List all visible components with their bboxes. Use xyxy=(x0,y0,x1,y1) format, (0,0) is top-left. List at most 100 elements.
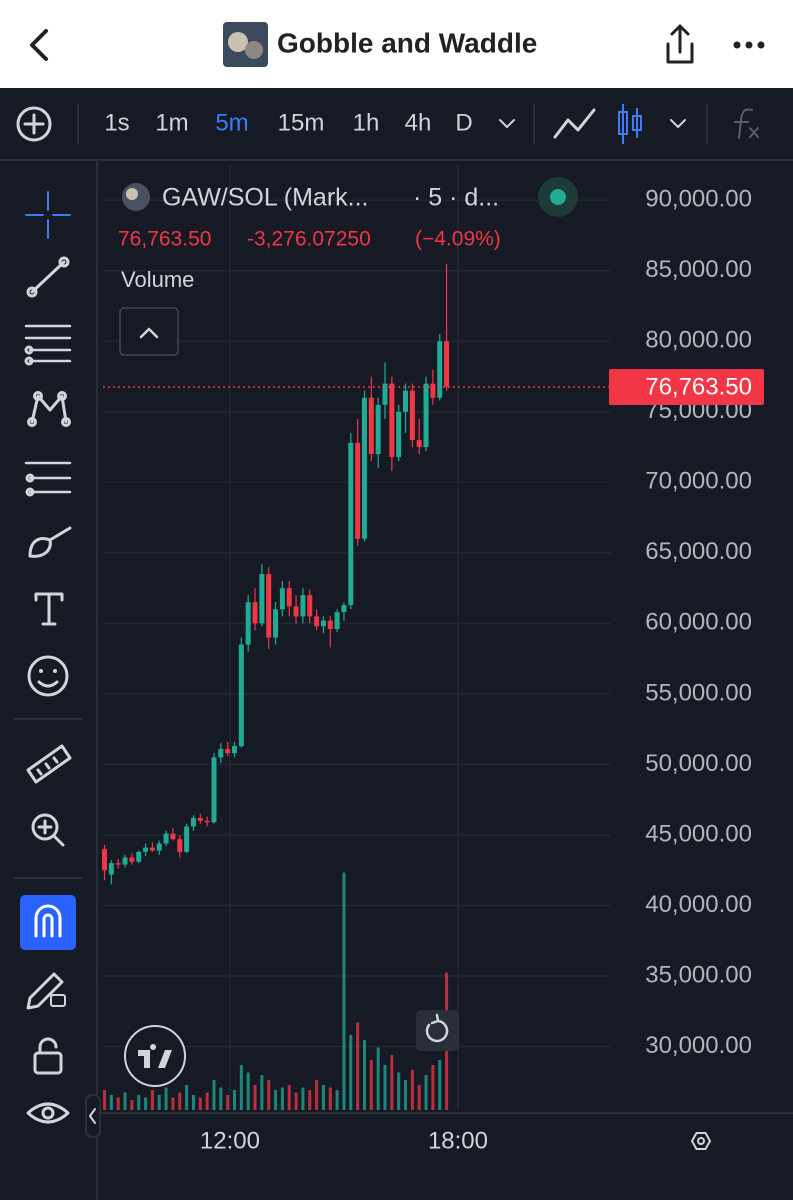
y-tick-label: 60,000.00 xyxy=(645,609,752,636)
volume-bar xyxy=(226,1095,230,1110)
volume-bar xyxy=(150,1090,154,1110)
volume-bar xyxy=(404,1080,408,1110)
icon-part xyxy=(57,391,67,401)
candle-body xyxy=(204,820,210,823)
collapse-button[interactable] xyxy=(119,307,179,356)
candle-body xyxy=(245,602,251,645)
candle-body xyxy=(177,839,183,852)
volume-bar xyxy=(246,1072,250,1110)
volume-bar xyxy=(219,1087,223,1110)
volume-bar xyxy=(438,1060,442,1110)
volume-bar xyxy=(356,1022,360,1110)
candle-body xyxy=(361,397,367,539)
timeframe-button[interactable]: 1m xyxy=(155,109,188,136)
timeframe-button[interactable]: 1h xyxy=(353,109,380,136)
icon-part xyxy=(37,680,59,688)
volume-bar xyxy=(137,1095,141,1110)
app-bar xyxy=(0,0,793,88)
icon-part xyxy=(25,487,35,497)
icon-part xyxy=(618,104,642,144)
candle-body xyxy=(232,746,238,754)
volume-bar xyxy=(267,1080,271,1110)
candle-body xyxy=(341,605,347,613)
icon-part: 30,000.00 35,000.00 40,000.00 45,000.00 50,0… xyxy=(102,165,764,1154)
icon-part xyxy=(31,813,59,841)
back-button[interactable] xyxy=(30,29,48,61)
axis-settings[interactable] xyxy=(691,1132,711,1150)
timeframe-button[interactable]: 5m xyxy=(215,109,248,136)
volume-bar xyxy=(390,1055,394,1110)
icon-part xyxy=(23,113,45,135)
last-price-label: 76,763.50 xyxy=(645,373,752,400)
volume-bar xyxy=(185,1085,189,1110)
icon-part xyxy=(691,1132,711,1150)
volume-bar xyxy=(369,1060,373,1110)
candle-body xyxy=(300,595,306,617)
candle-body xyxy=(190,818,196,827)
volume-bar xyxy=(109,1095,113,1110)
icon-part xyxy=(33,1051,63,1075)
last-close: 76,763.50 xyxy=(118,228,211,251)
candle-body xyxy=(389,383,395,457)
icon-part xyxy=(27,417,37,427)
volume-bar xyxy=(144,1097,148,1110)
icon-part xyxy=(20,895,76,950)
volume-bar xyxy=(342,872,346,1110)
candle-body xyxy=(252,602,258,624)
candle-body xyxy=(327,620,333,630)
volume-bar xyxy=(116,1097,120,1110)
volume-bar xyxy=(239,1065,243,1110)
icon-part xyxy=(34,904,62,938)
candle-body xyxy=(286,588,292,607)
volume-bar xyxy=(198,1097,202,1110)
timeframe-button[interactable]: D xyxy=(455,109,472,136)
volume-bar xyxy=(376,1047,380,1110)
candle-body xyxy=(396,411,402,457)
icon-part xyxy=(25,191,71,239)
y-tick-label: 80,000.00 xyxy=(645,327,752,354)
volume-bar xyxy=(123,1092,127,1110)
volume-bar xyxy=(280,1087,284,1110)
volume-bar xyxy=(294,1092,298,1110)
icon-part xyxy=(734,108,759,139)
icon-part xyxy=(139,327,159,339)
candle-body xyxy=(355,442,361,539)
timeframe-button[interactable]: 1s xyxy=(104,109,129,136)
icon-part xyxy=(37,819,65,847)
candle-body xyxy=(266,574,272,638)
candle-body xyxy=(115,863,121,865)
candle-body xyxy=(259,574,265,624)
timeframe-button[interactable]: 15m xyxy=(278,109,325,136)
candle-body xyxy=(334,612,340,630)
sidebar-divider xyxy=(96,161,98,1200)
share-button[interactable] xyxy=(666,24,694,64)
reset-view-button[interactable] xyxy=(416,1010,459,1051)
icon-part xyxy=(138,1044,172,1068)
volume-bar xyxy=(171,1097,175,1110)
icon-part xyxy=(34,592,64,626)
icon-part xyxy=(30,394,68,424)
icon-part xyxy=(666,24,694,64)
candle-body xyxy=(163,833,169,844)
icon-part xyxy=(89,1108,96,1124)
volume-bar xyxy=(417,1085,421,1110)
candle-body xyxy=(375,404,381,455)
icon-part xyxy=(245,41,263,59)
icon-part xyxy=(670,119,686,128)
timeframe-button[interactable]: 4h xyxy=(405,109,432,136)
candle-body xyxy=(238,644,244,747)
tradingview-logo[interactable] xyxy=(124,1025,186,1087)
icon-part xyxy=(26,1102,70,1124)
candle-body xyxy=(416,440,422,448)
candle-body xyxy=(314,616,320,627)
icon-part xyxy=(58,256,70,268)
time-axis-divider xyxy=(98,1112,793,1114)
icon-part xyxy=(733,41,741,49)
icon-part xyxy=(425,1013,449,1043)
more-button[interactable] xyxy=(733,41,765,49)
toolbar-divider xyxy=(0,159,793,161)
candle-body xyxy=(211,757,217,823)
icon-part xyxy=(38,1037,58,1055)
volume-bar xyxy=(321,1085,325,1110)
